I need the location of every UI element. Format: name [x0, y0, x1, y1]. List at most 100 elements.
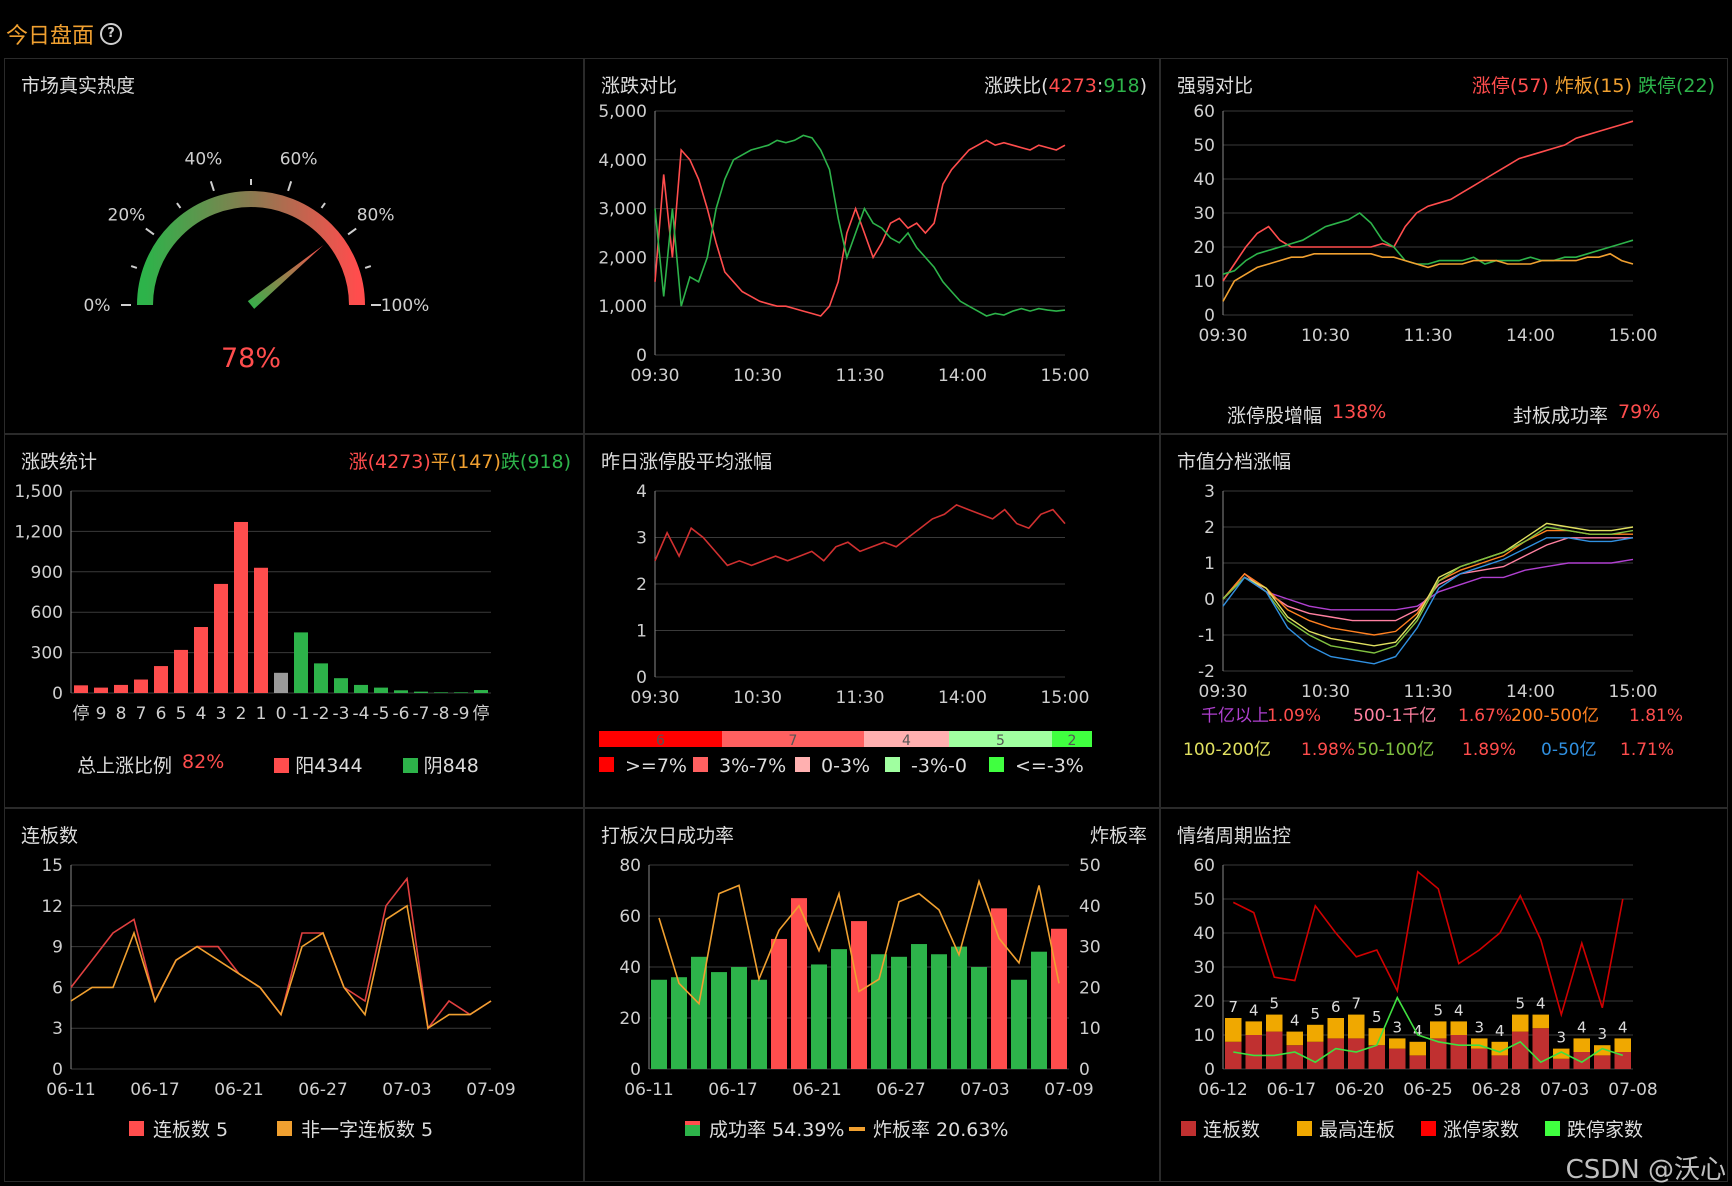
y-tick-label: 40 [1193, 924, 1215, 944]
x-tick-label: 15:00 [1609, 326, 1658, 346]
bar [134, 679, 148, 693]
bar-value-label: 4 [1495, 1022, 1505, 1040]
bar-lianban [1409, 1055, 1426, 1069]
x-tick-label: 07-03 [382, 1080, 431, 1100]
legend-label: >=7% [625, 755, 687, 777]
legend-label: 跌停家数 [1567, 1119, 1643, 1141]
series-line [654, 139, 1066, 317]
x-tick-label: 停 [73, 704, 90, 724]
x-tick-label: 09:30 [1199, 326, 1248, 346]
bar [711, 972, 727, 1069]
bar [174, 649, 188, 693]
bar [94, 687, 108, 693]
bar [651, 979, 667, 1069]
x-tick-label: 06-21 [792, 1080, 841, 1100]
series-line [654, 134, 1066, 317]
y-tick-label: 0 [636, 346, 647, 366]
bar-value-label: 4 [1577, 1018, 1587, 1036]
legend-line-swatch [849, 1127, 865, 1131]
x-tick-label: 14:00 [1506, 326, 1555, 346]
bar [474, 690, 488, 693]
strength-stat2: 封板成功率 79% [1513, 401, 1661, 427]
legend-label: 成功率 54.39% [709, 1119, 845, 1141]
bar [891, 956, 907, 1069]
y-tick-label: 1 [1204, 554, 1215, 574]
bar [294, 632, 308, 693]
y-tick-label: 15 [41, 856, 63, 876]
legend-label: 涨停家数 [1443, 1119, 1519, 1141]
bar-lianban [1450, 1035, 1467, 1069]
legend-swatch [1181, 1121, 1196, 1136]
cap-legend-value: 1.67% [1458, 706, 1512, 726]
bar [811, 964, 827, 1069]
y-tick-label: 12 [41, 897, 63, 917]
cap-chart: -2 -1 0 1 2 3 09:30 10:30 11:30 14:00 15:00 千亿以上1.0… [1183, 482, 1683, 760]
y-tick-label: 600 [31, 603, 63, 623]
y-tick-label: 9 [52, 938, 63, 958]
cap-legend-name: 500-1千亿 [1353, 706, 1436, 726]
x-tick-label: 06-12 [1198, 1080, 1247, 1100]
gauge-tick-label: 60% [280, 150, 318, 170]
y-tick-label: 5,000 [598, 102, 647, 122]
band-count: 4 [902, 733, 911, 749]
bar-value-label: 4 [1249, 1001, 1259, 1019]
y-tick-label: 10 [1193, 272, 1215, 292]
y-tick-label: 40 [1193, 170, 1215, 190]
x-tick-label: 5 [176, 704, 187, 724]
bar [851, 921, 867, 1069]
cycle-chart: 0 10 20 30 40 50 60 06-12 06-17 06-20 06-25 06-28 07… [1181, 856, 1658, 1141]
bar [194, 627, 208, 693]
x-tick-label: -6 [393, 704, 410, 724]
panel-updown-stats: 涨跌统计 涨(4273)平(147)跌(918) 0 300 600 900 1,200… [4, 434, 584, 808]
gauge-minor-tick [176, 202, 182, 209]
legend-swatch [693, 757, 708, 772]
y-tick-label: 3,000 [598, 200, 647, 220]
x-tick-label: 15:00 [1041, 688, 1090, 708]
strength-label: 涨停(57) 炸板(15) 跌停(22) [1471, 75, 1715, 97]
band-count: 2 [1068, 733, 1077, 749]
y-tick-label: 1,000 [598, 297, 647, 317]
distribution-band [599, 731, 722, 747]
x-tick-label: 11:30 [836, 366, 885, 386]
y2-tick-label: 50 [1079, 856, 1101, 876]
x-tick-label: -4 [353, 704, 370, 724]
panel-dban: 打板次日成功率 炸板率 0 20 40 60 80 06-11 06-17 06-21 06-2… [584, 808, 1160, 1182]
updown-footer: 总上涨比例 82% 阳4344 阴848 [77, 751, 479, 777]
help-icon[interactable]: ? [100, 23, 123, 45]
legend-swatch [599, 757, 614, 772]
bar [414, 691, 428, 693]
watermark: CSDN @沃心 [1565, 1155, 1726, 1185]
bar [454, 692, 468, 693]
x-tick-label: 4 [196, 704, 207, 724]
distribution-band [722, 731, 864, 747]
heat-value: 78% [221, 343, 281, 374]
bar-lianban [1389, 1048, 1406, 1069]
limit-down-count: 22 [1683, 75, 1708, 97]
strength-stat1: 涨停股增幅 138% [1227, 401, 1387, 427]
panel-strength: 强弱对比 涨停(57) 炸板(15) 跌停(22) 0 10 20 30 40 50 60 0… [1160, 58, 1728, 434]
x-tick-label: -5 [373, 704, 390, 724]
bar [214, 583, 228, 693]
y-tick-label: 4 [636, 482, 647, 502]
bar-value-label: 5 [1515, 995, 1525, 1013]
x-tick-label: 06-28 [1472, 1080, 1521, 1100]
y-tick-label: 40 [619, 958, 641, 978]
bar-highest [1614, 1038, 1631, 1052]
series-line [1222, 526, 1634, 654]
bar-lianban [1471, 1048, 1488, 1069]
bar-value-label: 7 [1228, 998, 1238, 1016]
panel-title: 涨跌对比 [601, 75, 678, 97]
band-count: 5 [996, 733, 1005, 749]
y-tick-label: 60 [1193, 856, 1215, 876]
y-tick-label: 10 [1193, 1026, 1215, 1046]
y-tick-label: 900 [31, 563, 63, 583]
series-line [70, 876, 492, 1031]
bar-value-label: 7 [1351, 995, 1361, 1013]
cap-legend-name: 0-50亿 [1541, 740, 1597, 760]
bar-value-label: 5 [1372, 1008, 1382, 1026]
gauge-tick [287, 181, 293, 192]
series-line [1222, 522, 1634, 647]
bar [791, 898, 807, 1069]
yang-swatch [274, 758, 290, 773]
